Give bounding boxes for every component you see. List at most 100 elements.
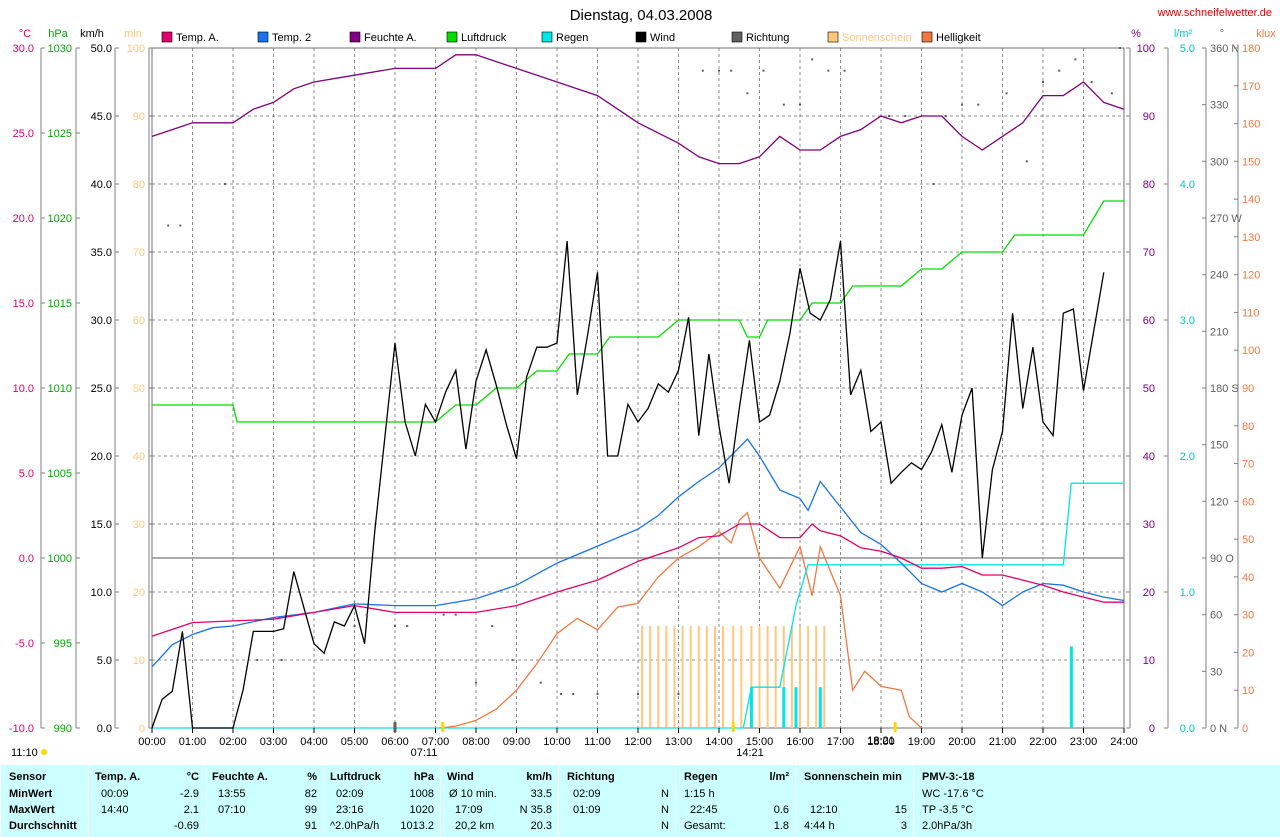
series-temp-a-	[151, 523, 1124, 637]
pressure-axis-tick-label: 1020	[48, 213, 72, 225]
header-pressure-unit: hPa	[413, 771, 434, 783]
brightness-axis-tick-label: 140	[1242, 194, 1260, 206]
rain-duration: 1:15 h	[684, 788, 715, 800]
site-link[interactable]: www.schneifelwetter.de	[1157, 7, 1272, 19]
humidity-axis-tick-label: 20	[1143, 587, 1155, 599]
legend-label: Helligkeit	[936, 32, 981, 44]
pmv-dewpoint: TP -3.5 °C	[922, 804, 974, 816]
x-axis: 00:00 01:00 02:00 03:00 04:00 05:00 06:00 07:00…	[138, 722, 1138, 748]
direction-axis-tick-label: 60	[1210, 610, 1222, 622]
direction-point	[167, 224, 170, 227]
brightness-axis-tick-label: 40	[1242, 572, 1254, 584]
legend-label: Luftdruck	[461, 32, 507, 44]
pressure-unit-label: hPa	[48, 28, 68, 40]
brightness-axis-tick-label: 150	[1242, 156, 1260, 168]
direction-point	[932, 183, 935, 185]
direction-point	[701, 69, 704, 72]
hum-min-value: 82	[304, 788, 317, 800]
press-trend: ^2.0hPa/h	[330, 820, 380, 832]
direction-point	[762, 69, 765, 72]
header-direction: Richtung	[567, 771, 615, 783]
sunmin-axis-tick-label: 10	[133, 655, 145, 667]
direction-point	[475, 681, 477, 684]
x-tick-label: 05:00	[341, 736, 369, 748]
legend-swatch	[257, 31, 269, 43]
legend-label: Sonnenschein	[842, 32, 912, 44]
label-avg: Durchschnitt	[9, 820, 77, 832]
rain-axis-tick-label: 2.0	[1180, 451, 1195, 463]
direction-point	[406, 625, 409, 627]
pressure-axis-tick-label: 995	[54, 638, 72, 650]
brightness-axis-tick-label: 70	[1242, 459, 1254, 471]
direction-point	[730, 69, 733, 72]
sunmin-axis-tick-label: 100	[127, 43, 145, 55]
legend-label: Wind	[650, 32, 675, 44]
wind-axis-tick-label: 45.0	[91, 111, 112, 123]
direction-point	[888, 115, 891, 117]
brightness-axis-tick-label: 170	[1242, 81, 1260, 93]
pressure-axis-tick-label: 990	[54, 723, 72, 735]
legend-label: Regen	[556, 32, 588, 44]
direction-point	[718, 69, 720, 72]
temp-max-time: 14:40	[101, 804, 129, 816]
sun-icon	[41, 749, 47, 755]
event-markers: 11:10 07:11 14:21 18:21	[11, 735, 895, 759]
direction-axis-tick-label: 150	[1210, 440, 1228, 452]
x-tick-label: 22:00	[1029, 736, 1057, 748]
stats-col-sunshine: Sonnenschein min 12:10 15 4:44 h 3	[795, 765, 913, 837]
direction-point	[223, 183, 226, 185]
sun-avg-value: 3	[900, 820, 907, 832]
sunmin-axis-tick-label: 0	[139, 723, 145, 735]
header-rain: Regen	[684, 771, 718, 783]
x-tick-label: 20:00	[948, 736, 976, 748]
grid	[151, 47, 1125, 729]
x-tick-label: 17:00	[827, 736, 855, 748]
humidity-axis-tick-label: 40	[1143, 451, 1155, 463]
pressure-axis-tick-label: 1005	[48, 468, 72, 480]
rain-max-value: 0.6	[773, 804, 789, 816]
wind-axis-tick-label: 5.0	[97, 655, 112, 667]
series-wind	[151, 240, 1105, 729]
humidity-axis-tick-label: 30	[1143, 519, 1155, 531]
wind-axis-tick-label: 50.0	[91, 43, 112, 55]
legend-label: Feuchte A.	[364, 32, 417, 44]
x-tick-label: 12:00	[624, 736, 652, 748]
header-temp: Temp. A.	[95, 771, 141, 783]
direction-axis-tick-label: 30	[1210, 666, 1222, 678]
stats-col-direction: Richtung 02:09 N 01:09 N N	[558, 765, 675, 837]
direction-point	[811, 58, 814, 61]
brightness-axis-tick-label: 30	[1242, 610, 1254, 622]
header-rain-unit: l/m²	[769, 771, 789, 783]
dir-max-value: N	[661, 804, 669, 816]
wind-distance: 20,2 km	[455, 820, 495, 832]
legend-swatch	[349, 31, 361, 43]
temp-axis-tick-label: 10.0	[13, 383, 34, 395]
brightness-axis-tick-label: 160	[1242, 119, 1260, 131]
legend-label: Temp. A.	[176, 32, 219, 44]
label-min: MinWert	[9, 788, 53, 800]
x-tick-label: 01:00	[179, 736, 207, 748]
x-tick-label: 02:00	[219, 736, 247, 748]
x-tick-label: 15:00	[746, 736, 774, 748]
sunmin-axis-tick-label: 30	[133, 519, 145, 531]
pressure-axis-tick-label: 1025	[48, 128, 72, 140]
noon-time: 14:21	[736, 747, 764, 759]
wind-axis-tick-label: 10.0	[91, 587, 112, 599]
direction-point	[511, 659, 514, 661]
header-pmv: PMV-3:-18	[922, 771, 975, 783]
brightness-axis-tick-label: 20	[1242, 647, 1254, 659]
direction-point	[1110, 92, 1113, 95]
rain-axis-tick-label: 3.0	[1180, 315, 1195, 327]
brightness-axis-tick-label: 50	[1242, 534, 1254, 546]
pressure-axis-tick-label: 1015	[48, 298, 72, 310]
rain-max-time: 22:45	[690, 804, 718, 816]
x-tick-label: 14:00	[705, 736, 733, 748]
event-marker	[893, 722, 897, 732]
rain-unit-label: l/m²	[1174, 28, 1193, 40]
header-wind-unit: km/h	[526, 771, 552, 783]
header-humidity: Feuchte A.	[212, 771, 268, 783]
sunmin-axis-tick-label: 80	[133, 179, 145, 191]
x-tick-label: 09:00	[503, 736, 531, 748]
humidity-axis-tick-label: 0	[1149, 723, 1155, 735]
